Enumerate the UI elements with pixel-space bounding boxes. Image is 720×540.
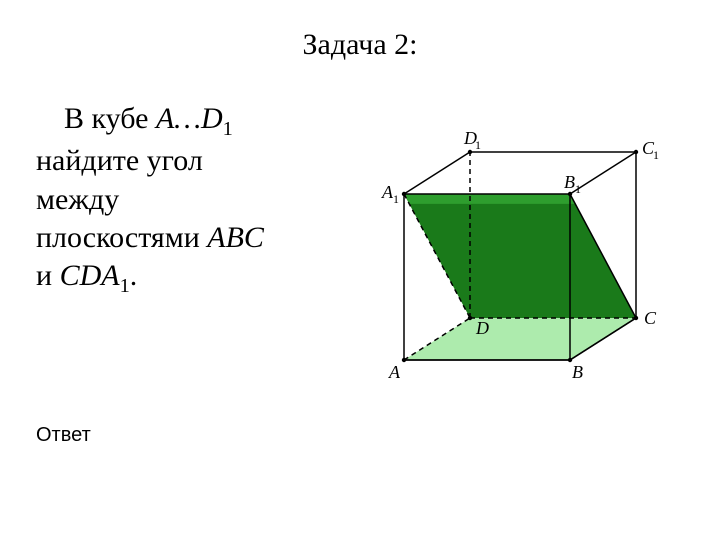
t-post5: .: [130, 259, 138, 292]
svg-text:1: 1: [475, 138, 481, 152]
svg-text:1: 1: [575, 182, 581, 196]
t-l3: между: [36, 183, 119, 216]
svg-text:B: B: [564, 172, 575, 192]
slide-title: Задача 2:: [0, 28, 720, 62]
answer-label: Ответ: [36, 424, 91, 447]
t-math4: ABC: [207, 221, 264, 254]
t-pre4: плоскостями: [36, 221, 207, 254]
t-sub1: 1: [223, 118, 233, 140]
svg-text:D: D: [475, 318, 489, 338]
svg-text:C: C: [644, 308, 657, 328]
slide: Задача 2: В кубе A…D1 найдите угол между…: [0, 0, 720, 540]
svg-text:1: 1: [653, 148, 659, 162]
t-l2: найдите угол: [36, 144, 203, 177]
svg-text:B: B: [572, 362, 583, 382]
t-sub5: 1: [120, 275, 130, 297]
problem-text: В кубе A…D1 найдите угол между плоскостя…: [36, 100, 346, 299]
t-pre1: В кубе: [64, 102, 156, 135]
svg-text:1: 1: [393, 192, 399, 206]
t-pre5: и: [36, 259, 60, 292]
t-math1: A…D: [156, 102, 223, 135]
t-math5: CDA: [60, 259, 120, 292]
svg-text:A: A: [388, 362, 401, 382]
cube-figure: ABCDA1B1C1D1: [364, 120, 684, 400]
